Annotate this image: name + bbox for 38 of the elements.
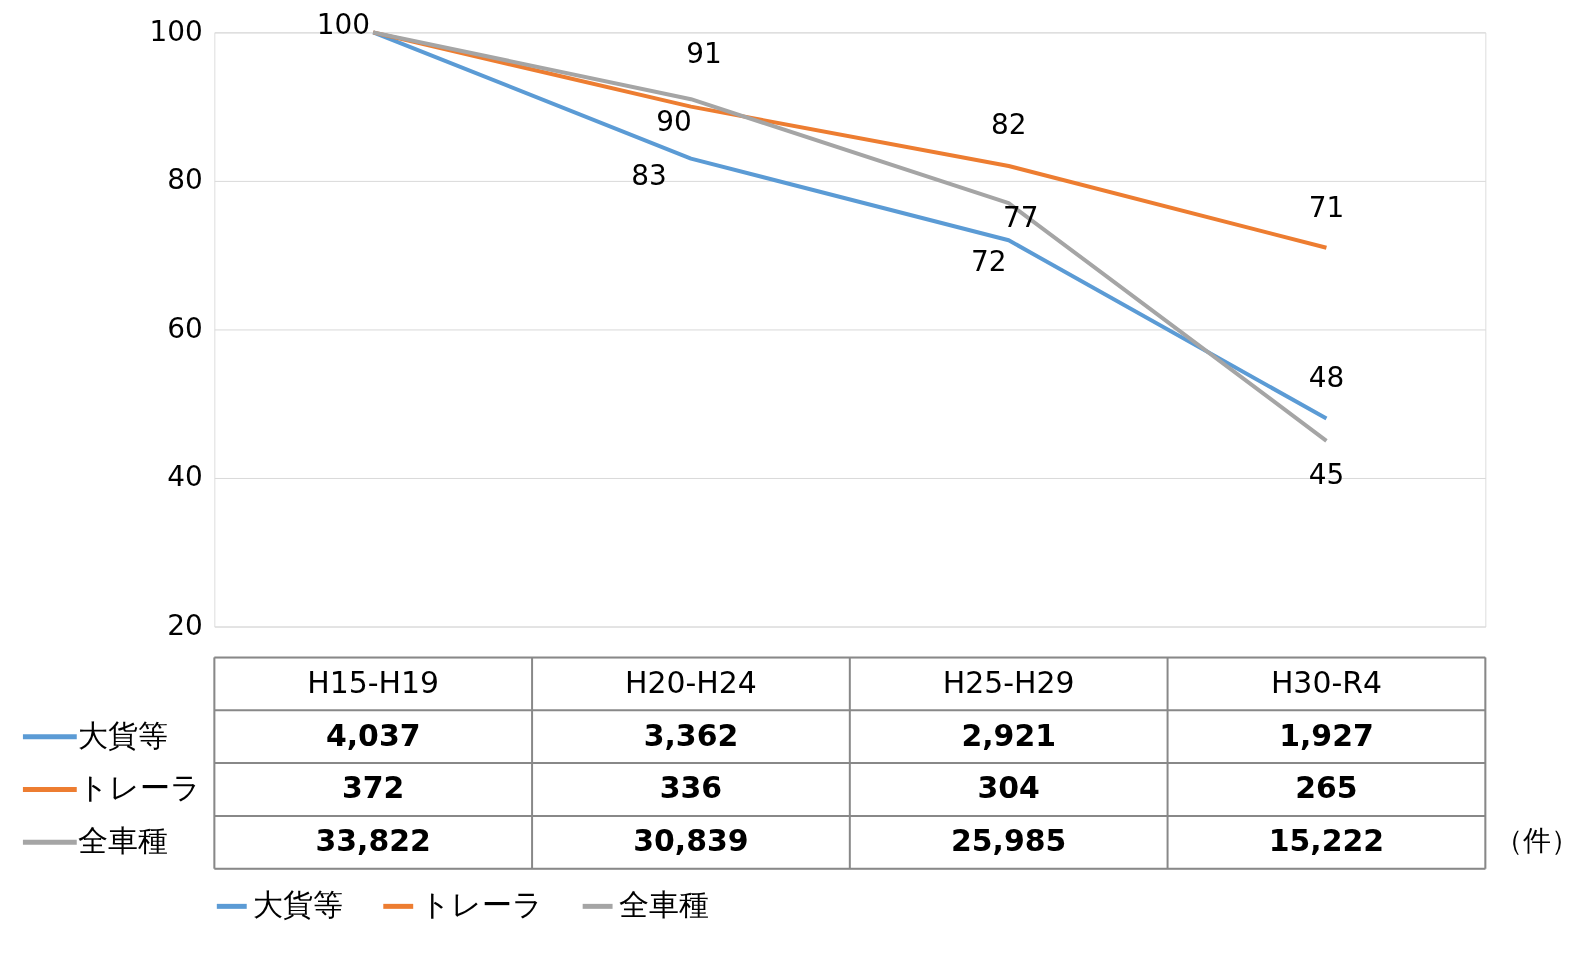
category-label: H15-H19	[307, 664, 440, 700]
data-label: 77	[1002, 201, 1039, 235]
data-label: 91	[686, 37, 722, 71]
legend-label: 全車種	[77, 823, 168, 859]
data-label: 336	[659, 770, 723, 806]
legend-label: トレーラ	[77, 770, 201, 806]
y-tick-label: 80	[167, 163, 203, 197]
text: （件）	[1495, 824, 1580, 858]
data-label: 3,362	[643, 717, 739, 753]
data-label: 25,985	[951, 823, 1067, 859]
data-label: 30,839	[633, 823, 749, 859]
category-label: H20-H24	[625, 664, 757, 700]
data-label: 372	[341, 770, 405, 806]
data-label: 72	[971, 245, 1007, 279]
data-label: 15,222	[1268, 823, 1385, 859]
category-label: H30-R4	[1270, 664, 1382, 700]
legend-label: 全車種	[619, 887, 710, 923]
y-tick-label: 20	[167, 608, 203, 642]
legend-label: 大貨等	[253, 887, 344, 923]
data-label: 45	[1308, 457, 1345, 491]
data-label: 265	[1295, 770, 1358, 806]
legend-label: 大貨等	[77, 717, 168, 753]
data-label: 90	[656, 104, 692, 138]
y-tick-label: 40	[167, 460, 203, 494]
data-label: 2,921	[961, 717, 1056, 753]
data-label: 48	[1308, 360, 1345, 394]
data-label: 83	[631, 158, 667, 192]
category-label: H25-H29	[942, 664, 1075, 700]
y-tick-label: 100	[149, 14, 203, 48]
data-label: 100	[316, 8, 370, 42]
data-label: 4,037	[325, 717, 421, 753]
data-label: 1,927	[1279, 717, 1374, 753]
data-label: 82	[990, 108, 1027, 142]
y-tick-label: 60	[167, 311, 203, 345]
data-label: 71	[1308, 190, 1345, 224]
data-label: 304	[977, 770, 1040, 806]
data-label: 33,822	[315, 823, 431, 859]
legend-label: トレーラ	[419, 887, 543, 923]
